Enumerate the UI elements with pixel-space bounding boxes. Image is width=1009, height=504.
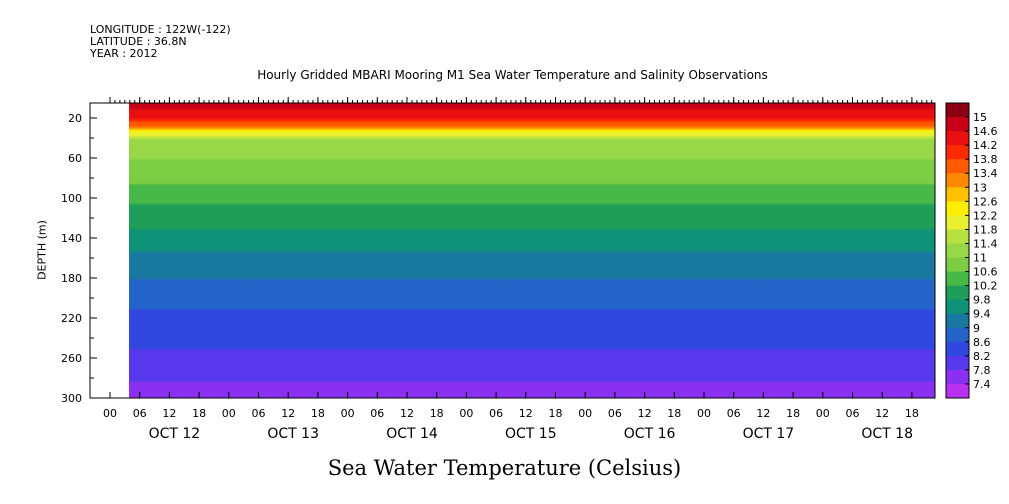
colorbar-swatch <box>946 187 969 202</box>
x-hour-label: 12 <box>281 407 295 420</box>
colorbar-label: 7.4 <box>973 378 991 391</box>
colorbar-label: 10.2 <box>973 280 998 293</box>
x-hour-label: 18 <box>549 407 563 420</box>
x-hour-label: 00 <box>222 407 236 420</box>
x-hour-label: 18 <box>311 407 325 420</box>
x-hour-label: 06 <box>489 407 503 420</box>
y-tick-label: 220 <box>61 312 82 325</box>
colorbar-label: 13.8 <box>973 153 998 166</box>
y-tick-label: 100 <box>61 192 82 205</box>
x-hour-label: 18 <box>667 407 681 420</box>
y-tick-label: 260 <box>61 352 82 365</box>
metadata-block: LONGITUDE : 122W(-122) LATITUDE : 36.8N … <box>90 24 231 60</box>
plot-frame <box>89 102 936 399</box>
colorbar-swatch <box>946 173 969 188</box>
x-hour-label: 18 <box>430 407 444 420</box>
colorbar-swatch <box>946 299 969 315</box>
latitude-label: LATITUDE : 36.8N <box>90 35 187 48</box>
colorbar-label: 8.2 <box>973 350 991 363</box>
colorbar-label: 8.6 <box>973 336 991 349</box>
y-tick-label: 60 <box>68 152 82 165</box>
x-hour-label: 06 <box>727 407 741 420</box>
x-hour-label: 06 <box>370 407 384 420</box>
year-label: YEAR : 2012 <box>90 47 158 60</box>
colorbar-label: 9.8 <box>973 294 991 307</box>
colorbar-swatch <box>946 341 969 357</box>
x-day-label: OCT 15 <box>505 426 557 442</box>
colorbar-swatch <box>946 369 969 385</box>
x-hour-label: 00 <box>103 407 117 420</box>
colorbar-label: 13 <box>973 181 987 194</box>
colorbar-label: 11 <box>973 252 987 265</box>
colorbar-label: 15 <box>973 111 987 124</box>
colorbar-label: 13.4 <box>973 167 998 180</box>
chart-title: Hourly Gridded MBARI Mooring M1 Sea Wate… <box>257 68 768 82</box>
colorbar-swatch <box>946 355 969 371</box>
x-hour-label: 12 <box>400 407 414 420</box>
temperature-field <box>129 103 935 398</box>
colorbar-swatch <box>946 313 969 329</box>
x-hour-label: 18 <box>786 407 800 420</box>
y-tick-label: 300 <box>61 392 82 405</box>
x-hour-label: 06 <box>846 407 860 420</box>
x-hour-label: 00 <box>341 407 355 420</box>
colorbar-swatch <box>946 327 969 343</box>
colorbar-swatch <box>946 285 969 301</box>
x-hour-label: 18 <box>192 407 206 420</box>
x-day-label: OCT 14 <box>386 426 438 442</box>
colorbar-swatch <box>946 145 969 160</box>
colorbar-swatch <box>946 159 969 174</box>
x-hour-label: 06 <box>252 407 266 420</box>
colorbar-swatch <box>946 243 969 259</box>
x-hour-label: 12 <box>875 407 889 420</box>
colorbar-swatch <box>946 103 969 118</box>
x-day-label: OCT 12 <box>149 426 201 442</box>
x-hour-label: 00 <box>697 407 711 420</box>
colorbar-swatch <box>946 257 969 273</box>
x-day-label: OCT 16 <box>624 426 676 442</box>
x-hour-label: 06 <box>608 407 622 420</box>
longitude-label: LONGITUDE : 122W(-122) <box>90 23 231 36</box>
colorbar-label: 14.2 <box>973 139 998 152</box>
x-hour-label: 00 <box>459 407 473 420</box>
y-tick-label: 180 <box>61 272 82 285</box>
colorbar-label: 14.6 <box>973 125 998 138</box>
y-tick-label: 140 <box>61 232 82 245</box>
colorbar-label: 9 <box>973 322 980 335</box>
x-axis-label: Sea Water Temperature (Celsius) <box>327 456 682 480</box>
x-hour-label: 00 <box>578 407 592 420</box>
colorbar-label: 7.8 <box>973 364 991 377</box>
x-day-label: OCT 18 <box>861 426 913 442</box>
x-day-label: OCT 17 <box>743 426 795 442</box>
colorbar-label: 11.8 <box>973 223 998 236</box>
x-day-label: OCT 13 <box>267 426 319 442</box>
x-hour-label: 06 <box>133 407 147 420</box>
x-hour-label: 18 <box>905 407 919 420</box>
colorbar-label: 10.6 <box>973 266 998 279</box>
colorbar-frame <box>945 102 970 399</box>
colorbar-label: 12.2 <box>973 209 998 222</box>
colorbar-label: 12.6 <box>973 195 998 208</box>
colorbar-swatch <box>946 131 969 146</box>
colorbar-label: 9.4 <box>973 308 991 321</box>
x-hour-label: 12 <box>638 407 652 420</box>
x-hour-label: 00 <box>816 407 830 420</box>
colorbar-swatch <box>946 117 969 132</box>
y-tick-label: 20 <box>68 112 82 125</box>
x-hour-label: 12 <box>519 407 533 420</box>
x-hour-label: 12 <box>756 407 770 420</box>
colorbar-swatch <box>946 215 969 230</box>
colorbar-swatch <box>946 201 969 216</box>
colorbar-label: 11.4 <box>973 237 998 250</box>
colorbar-swatch <box>946 271 969 287</box>
x-hour-label: 12 <box>162 407 176 420</box>
colorbar-swatch <box>946 229 969 244</box>
colorbar-swatch <box>946 383 969 399</box>
